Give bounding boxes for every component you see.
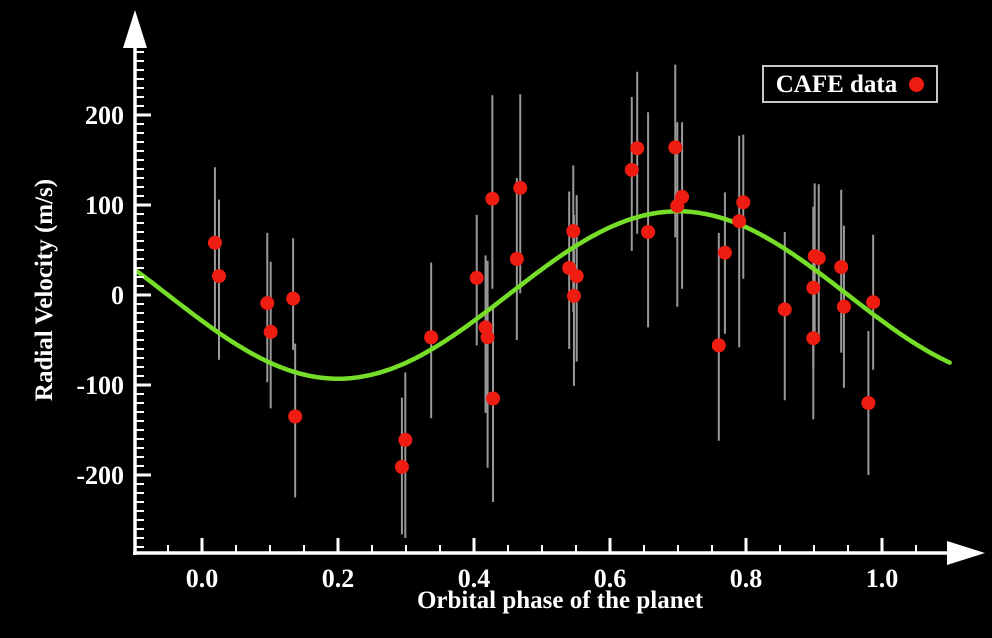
data-point <box>630 141 645 156</box>
x-tick-label: 0.0 <box>186 564 219 593</box>
data-point <box>509 252 524 266</box>
data-point <box>260 296 275 311</box>
data-point <box>811 251 826 266</box>
data-point <box>480 330 495 345</box>
x-axis-arrow-icon <box>947 541 985 565</box>
data-point <box>212 269 226 284</box>
data-point <box>866 295 881 310</box>
y-tick-label: 200 <box>85 101 124 130</box>
legend: CAFE data <box>762 65 938 103</box>
data-point <box>286 291 301 306</box>
data-point <box>668 140 683 155</box>
x-tick-label: 1.0 <box>866 564 899 593</box>
model-curve-layer <box>134 209 952 381</box>
data-point <box>424 330 439 345</box>
error-bars-layer <box>213 64 875 538</box>
data-point <box>711 338 726 353</box>
data-point <box>806 331 821 346</box>
data-point <box>398 432 413 447</box>
data-point <box>675 189 690 204</box>
y-tick-label: -200 <box>76 461 124 490</box>
ticks-layer <box>135 51 917 553</box>
x-axis-title: Orbital phase of the planet <box>417 587 704 614</box>
data-point <box>394 459 409 474</box>
x-tick-label: 0.2 <box>322 564 355 593</box>
data-point <box>732 214 747 229</box>
data-point <box>641 225 656 239</box>
data-point <box>569 269 584 284</box>
legend-marker-icon <box>909 76 925 92</box>
data-point <box>566 288 581 303</box>
data-point <box>263 324 278 339</box>
data-point <box>777 302 792 317</box>
y-tick-label: 100 <box>85 191 124 220</box>
y-tick-label: -100 <box>76 371 124 400</box>
x-tick-label: 0.8 <box>730 564 763 593</box>
model-curve <box>134 209 952 381</box>
data-point <box>513 180 528 195</box>
data-point <box>736 195 751 210</box>
x-tick-label: 0.6 <box>594 564 627 593</box>
data-point <box>806 280 821 295</box>
data-point <box>486 391 501 406</box>
legend-label: CAFE data <box>775 70 898 98</box>
data-point <box>288 409 303 424</box>
y-axis-title: Radial Velocity (m/s) <box>31 179 58 401</box>
data-point <box>717 245 732 260</box>
data-point <box>836 299 851 314</box>
data-point <box>469 270 484 285</box>
x-tick-label: 0.4 <box>458 564 491 593</box>
data-point <box>207 235 222 250</box>
data-point <box>834 260 849 275</box>
tick-labels-layer: 0.0 0.2 0.4 0.6 0.8 1.0 200 100 0 -100 -200 <box>76 101 898 593</box>
data-point <box>624 162 639 177</box>
data-point <box>861 396 876 410</box>
y-tick-label: 0 <box>111 281 124 310</box>
data-point <box>485 191 500 206</box>
data-points-layer <box>207 140 881 474</box>
data-point <box>566 224 581 239</box>
y-axis-arrow-icon <box>123 10 147 48</box>
